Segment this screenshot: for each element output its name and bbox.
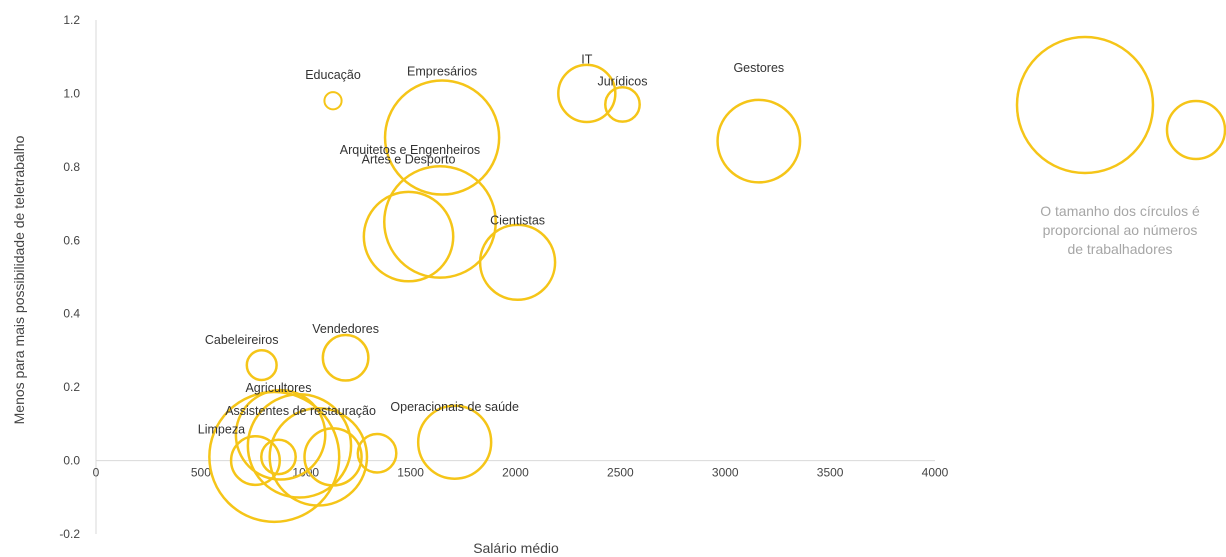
point-label: Vendedores [312, 322, 379, 336]
point-label: Agricultores [245, 381, 311, 395]
point-label: Cabeleireiros [205, 333, 279, 347]
x-tick-labels: 0 500 1000 1500 2000 2500 3000 3500 4000 [93, 466, 949, 480]
bubble [383, 79, 501, 196]
bubble [478, 223, 557, 302]
bubbles [208, 63, 802, 524]
x-tick-label: 3500 [817, 466, 844, 480]
x-tick-label: 500 [191, 466, 211, 480]
legend-large-circle [1015, 35, 1155, 175]
y-tick-label: 1.2 [63, 13, 80, 27]
y-tick-label: 0.4 [63, 307, 80, 321]
point-label: Operacionais de saúde [390, 400, 519, 414]
y-tick-label: 0.0 [63, 454, 80, 468]
point-label: Cientistas [490, 213, 545, 227]
bubble [383, 164, 497, 279]
bubble [229, 434, 281, 487]
point-label: Empresários [407, 64, 477, 78]
bubble [245, 348, 278, 382]
bubble [416, 404, 493, 480]
point-label: Artes e Desporto [362, 153, 456, 167]
bubble [321, 333, 370, 382]
bubble [362, 190, 455, 283]
point-label: Educação [305, 68, 361, 82]
point-labels: Educação Empresários IT Jurídicos Gestores Ar… [198, 52, 784, 436]
legend-text-line-3: de trabalhadores [1067, 241, 1172, 257]
bubble [208, 390, 341, 524]
x-tick-label: 0 [93, 466, 100, 480]
point-label: Gestores [733, 61, 784, 75]
bubble [557, 63, 617, 124]
point-label: Arquitetos e Engenheiros [340, 143, 480, 157]
y-tick-label: 1.0 [63, 86, 80, 100]
y-tick-label: 0.6 [63, 233, 80, 247]
x-tick-label: 2000 [502, 466, 529, 480]
x-tick-label: 4000 [922, 466, 949, 480]
bubble [303, 427, 363, 487]
point-label: IT [581, 52, 592, 66]
bubble [604, 85, 641, 123]
x-tick-label: 1500 [397, 466, 424, 480]
point-label: Limpeza [198, 423, 245, 437]
x-tick-label: 2500 [607, 466, 634, 480]
y-axis-title: Menos para mais possibilidade de teletra… [11, 135, 27, 424]
y-tick-label: 0.8 [63, 160, 80, 174]
y-tick-labels: -0.2 0.0 0.2 0.4 0.6 0.8 1.0 1.2 [59, 13, 80, 541]
size-legend: O tamanho dos círculos é proporcional ao… [1015, 35, 1226, 257]
legend-small-circle [1165, 99, 1226, 161]
bubble [323, 91, 343, 111]
y-tick-label: 0.2 [63, 380, 80, 394]
bubble [234, 388, 327, 481]
x-tick-label: 3000 [712, 466, 739, 480]
legend-text-line-2: proporcional ao números [1043, 222, 1198, 238]
axes [95, 20, 935, 534]
bubble [716, 98, 802, 184]
bubble [268, 407, 369, 507]
x-axis-title: Salário médio [473, 540, 559, 556]
bubble [260, 438, 297, 476]
y-tick-label: -0.2 [59, 527, 80, 541]
point-label: Jurídicos [597, 74, 647, 88]
bubble [356, 432, 398, 474]
legend-text-line-1: O tamanho dos círculos é [1040, 203, 1200, 219]
point-label: Assistentes de restauração [225, 404, 376, 418]
